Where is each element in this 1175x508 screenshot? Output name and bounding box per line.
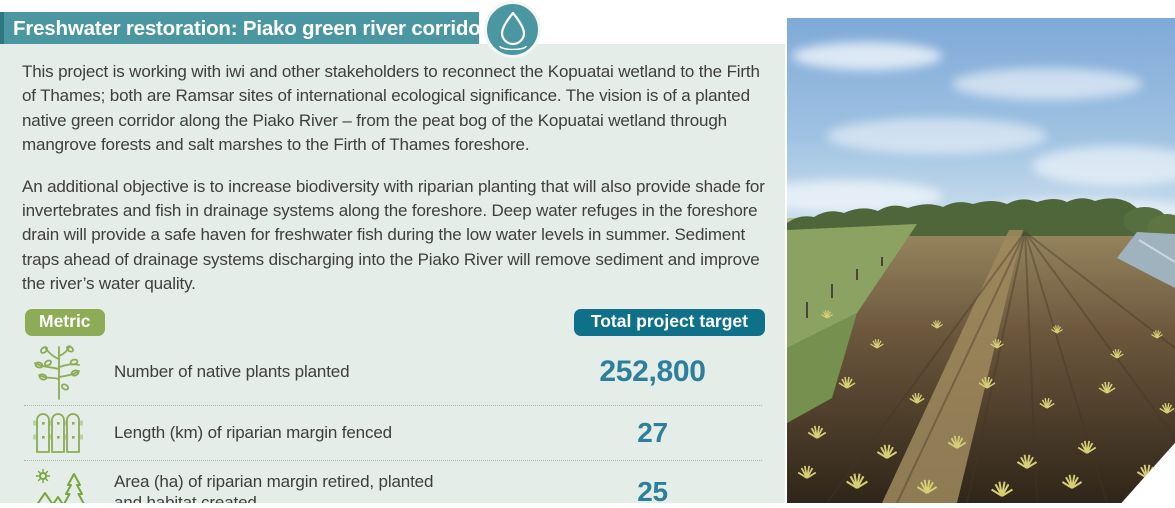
metric-column-header: Metric — [25, 308, 105, 336]
icon-cell — [22, 410, 94, 456]
fence-icon — [33, 412, 83, 453]
table-row: Area (ha) of riparian margin retired, pl… — [22, 462, 765, 503]
page-title: Freshwater restoration: Piako green rive… — [4, 16, 495, 41]
table-header-row: Metric Total project target — [25, 308, 765, 336]
row-divider — [24, 404, 762, 406]
metric-value: 27 — [637, 416, 668, 448]
icon-cell — [22, 466, 94, 503]
native-plant-icon — [34, 344, 80, 400]
photo-illustration — [787, 18, 1175, 503]
paragraph-2: An additional objective is to increase b… — [22, 176, 765, 294]
icon-cell — [22, 343, 94, 401]
metric-label: Length (km) of riparian margin fenced — [114, 423, 392, 443]
metric-value: 25 — [637, 475, 668, 503]
panel-content: This project is working with iwi and oth… — [0, 44, 785, 503]
metric-label: Number of native plants planted — [114, 362, 350, 382]
paragraph-1: This project is working with iwi and oth… — [22, 62, 760, 155]
row-divider — [24, 459, 762, 461]
table-row: Number of native plants planted 252,800 — [22, 340, 765, 404]
metric-table: Number of native plants planted 252,800 — [22, 340, 765, 503]
section-header-bar: Freshwater restoration: Piako green rive… — [0, 12, 495, 44]
landscape-icon — [35, 468, 85, 503]
metric-label: Area (ha) of riparian margin retired, pl… — [114, 471, 434, 503]
page-title-text: Freshwater restoration: Piako green rive… — [13, 16, 489, 40]
water-drop-badge — [484, 1, 541, 58]
photo — [787, 18, 1175, 503]
project-summary-panel: This project is working with iwi and oth… — [0, 44, 785, 503]
target-column-header: Total project target — [573, 308, 765, 336]
water-drop-icon — [498, 11, 527, 50]
metric-value: 252,800 — [599, 354, 706, 388]
table-row: Length (km) of riparian margin fenced 27 — [22, 407, 765, 459]
